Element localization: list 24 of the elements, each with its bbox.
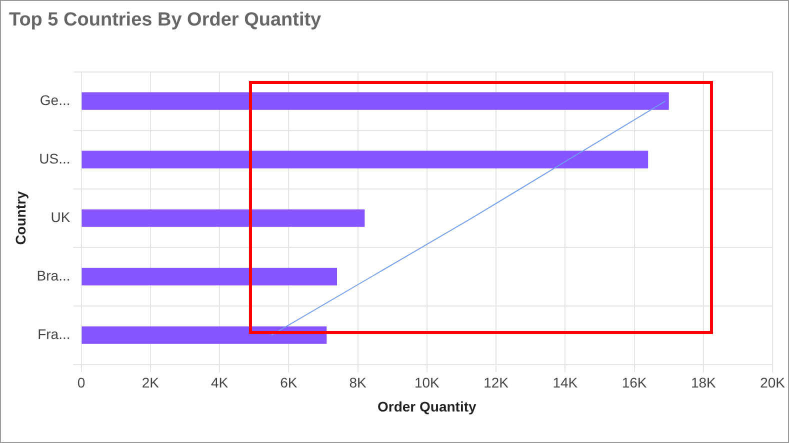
x-tick-label: 18K — [690, 374, 717, 391]
x-tick-label: 4K — [210, 374, 229, 391]
y-axis-title: Country — [12, 191, 28, 245]
x-tick-label: 20K — [760, 374, 786, 391]
y-tick-label: Fra... — [38, 326, 70, 342]
y-tick-label: Bra... — [36, 267, 70, 284]
y-tick-label: Ge... — [40, 92, 70, 108]
x-tick-label: 14K — [552, 374, 578, 391]
y-tick-label: US... — [39, 150, 70, 166]
x-tick-label: 2K — [142, 374, 160, 391]
x-axis-title: Order Quantity — [378, 398, 477, 414]
bar — [82, 92, 669, 110]
x-tick-label: 16K — [622, 374, 648, 391]
bar — [82, 150, 648, 168]
y-tick-label: UK — [50, 208, 71, 225]
chart-title: Top 5 Countries By Order Quantity — [9, 10, 322, 31]
x-tick-label: 10K — [414, 374, 440, 391]
bar — [82, 268, 338, 286]
bar — [82, 209, 365, 227]
x-tick-label: 8K — [349, 374, 367, 391]
x-tick-label: 6K — [280, 374, 298, 391]
x-tick-label: 0 — [77, 374, 86, 391]
x-tick-label: 12K — [484, 374, 510, 391]
bar — [82, 326, 327, 344]
